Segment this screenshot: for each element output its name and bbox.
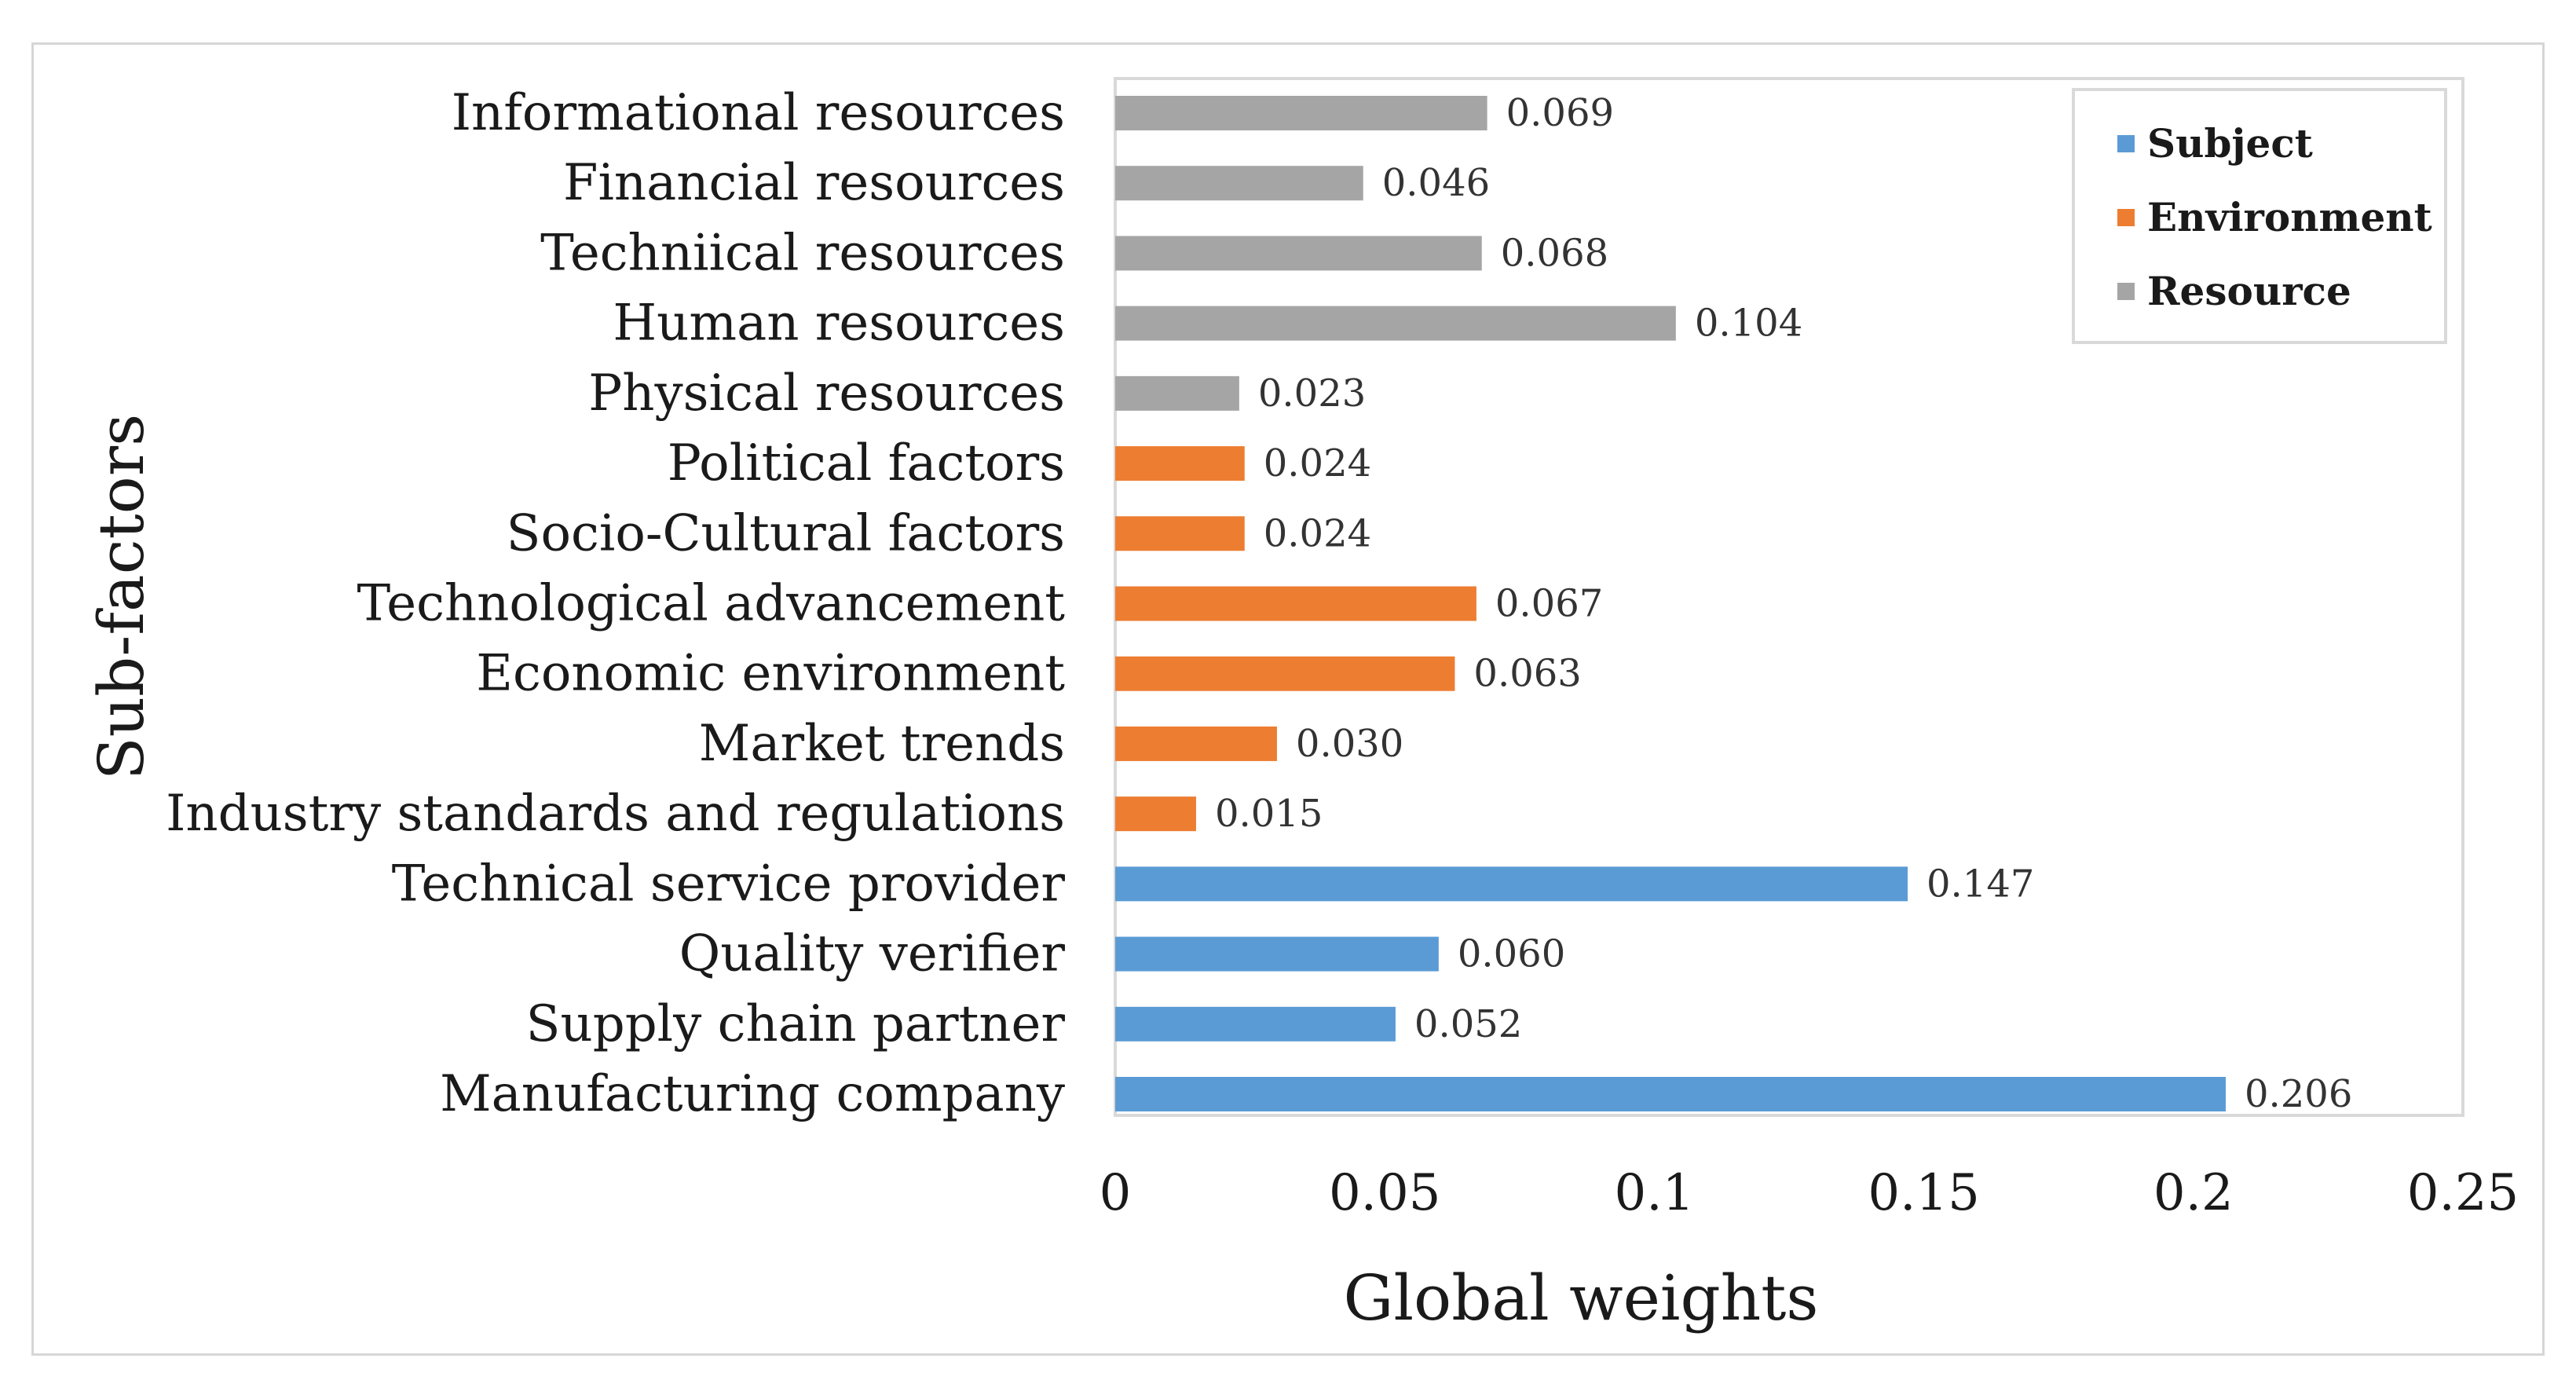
category-label-political-factors: Political factors bbox=[668, 434, 1065, 492]
legend-label-environment: Environment bbox=[2147, 194, 2432, 240]
x-tick-label-4: 0.2 bbox=[2153, 1164, 2234, 1222]
y-axis-title: Sub-factors bbox=[85, 414, 158, 780]
bar-political-factors bbox=[1115, 446, 1245, 481]
x-tick-label-0: 0 bbox=[1100, 1164, 1132, 1222]
bar-technical-service-provider bbox=[1115, 866, 1908, 902]
value-label-technological-advancement: 0.067 bbox=[1495, 582, 1603, 626]
legend-swatch-resource bbox=[2117, 283, 2135, 300]
value-label-informational-resources: 0.069 bbox=[1506, 91, 1614, 135]
bar-techniical-resources bbox=[1115, 236, 1482, 271]
value-label-techniical-resources: 0.068 bbox=[1501, 231, 1608, 275]
category-labels-group: Informational resources Financial resourc… bbox=[166, 84, 1065, 1123]
legend: Subject Environment Resource bbox=[2072, 88, 2447, 344]
category-label-quality-verifier: Quality verifier bbox=[679, 925, 1066, 983]
legend-swatch-subject bbox=[2117, 135, 2135, 152]
value-label-political-factors: 0.024 bbox=[1264, 441, 1371, 485]
legend-swatch-environment bbox=[2117, 209, 2135, 226]
value-label-quality-verifier: 0.060 bbox=[1458, 932, 1565, 976]
x-tick-label-2: 0.1 bbox=[1615, 1164, 1695, 1222]
category-label-market-trends: Market trends bbox=[699, 715, 1065, 773]
x-tick-label-3: 0.15 bbox=[1868, 1164, 1980, 1222]
x-tick-label-5: 0.25 bbox=[2407, 1164, 2519, 1222]
x-tick-label-1: 0.05 bbox=[1329, 1164, 1441, 1222]
value-label-industry-standards-and-regulations: 0.015 bbox=[1215, 792, 1323, 836]
value-label-technical-service-provider: 0.147 bbox=[1927, 862, 2034, 906]
category-label-technical-service-provider: Technical service provider bbox=[392, 855, 1066, 913]
bar-technological-advancement bbox=[1115, 586, 1476, 621]
category-label-industry-standards-and-regulations: Industry standards and regulations bbox=[166, 785, 1065, 843]
bar-economic-environment bbox=[1115, 656, 1455, 691]
value-label-socio-cultural-factors: 0.024 bbox=[1264, 511, 1371, 555]
bar-financial-resources bbox=[1115, 166, 1363, 201]
category-label-supply-chain-partner: Supply chain partner bbox=[526, 995, 1066, 1053]
category-label-financial-resources: Financial resources bbox=[563, 154, 1065, 212]
category-label-techniical-resources: Techniical resources bbox=[540, 224, 1065, 282]
value-label-market-trends: 0.030 bbox=[1296, 722, 1403, 766]
category-label-economic-environment: Economic environment bbox=[476, 645, 1065, 703]
bars-group bbox=[1115, 96, 2226, 1111]
bar-human-resources bbox=[1115, 306, 1676, 341]
bar-quality-verifier bbox=[1115, 936, 1439, 972]
legend-label-subject: Subject bbox=[2147, 120, 2313, 167]
bar-informational-resources bbox=[1115, 96, 1487, 130]
bar-physical-resources bbox=[1115, 375, 1239, 411]
value-label-supply-chain-partner: 0.052 bbox=[1414, 1002, 1522, 1046]
legend-box bbox=[2072, 88, 2447, 344]
category-label-technological-advancement: Technological advancement bbox=[357, 575, 1065, 633]
category-label-socio-cultural-factors: Socio-Cultural factors bbox=[507, 504, 1065, 562]
value-label-economic-environment: 0.063 bbox=[1473, 652, 1581, 696]
category-label-manufacturing-company: Manufacturing company bbox=[440, 1065, 1065, 1123]
value-label-physical-resources: 0.023 bbox=[1258, 372, 1366, 416]
bar-socio-cultural-factors bbox=[1115, 516, 1245, 551]
value-label-manufacturing-company: 0.206 bbox=[2245, 1072, 2352, 1116]
bar-market-trends bbox=[1115, 726, 1277, 761]
category-label-physical-resources: Physical resources bbox=[588, 364, 1065, 423]
category-label-informational-resources: Informational resources bbox=[452, 84, 1065, 142]
value-label-human-resources: 0.104 bbox=[1695, 302, 1802, 346]
x-axis-title: Global weights bbox=[1344, 1261, 1819, 1335]
category-label-human-resources: Human resources bbox=[613, 295, 1065, 353]
legend-label-resource: Resource bbox=[2147, 268, 2351, 314]
bar-supply-chain-partner bbox=[1115, 1006, 1396, 1042]
bar-industry-standards-and-regulations bbox=[1115, 796, 1196, 832]
bar-manufacturing-company bbox=[1115, 1077, 2226, 1111]
x-tick-labels-group: 0 0.05 0.1 0.15 0.2 0.25 bbox=[1100, 1164, 2519, 1222]
value-label-financial-resources: 0.046 bbox=[1382, 161, 1490, 205]
